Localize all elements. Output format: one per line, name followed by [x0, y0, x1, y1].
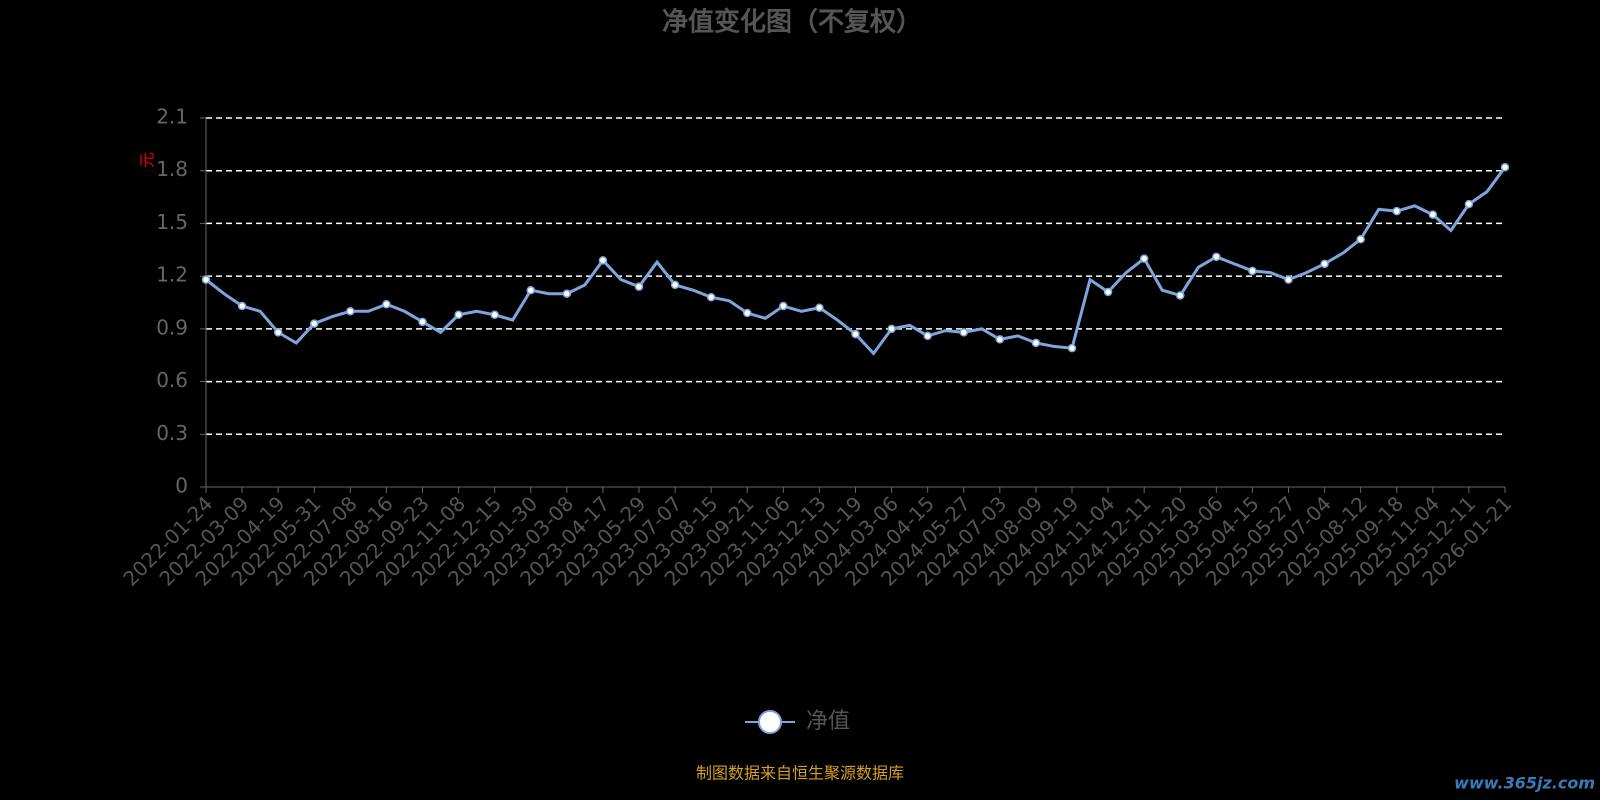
point-marker — [237, 301, 247, 311]
point-marker — [1356, 234, 1365, 244]
point-marker — [201, 275, 211, 284]
y-tick-label: 1.5 — [156, 210, 188, 234]
chart-title: 净值变化图（不复权） — [662, 7, 922, 38]
series-line — [205, 166, 1507, 356]
point-marker — [1428, 210, 1438, 219]
y-tick-label: 0.6 — [156, 368, 188, 392]
y-tick-label: 0 — [175, 474, 188, 498]
point-marker — [454, 310, 463, 320]
point-marker — [815, 303, 824, 313]
point-marker — [1320, 259, 1329, 269]
point-marker — [779, 301, 788, 311]
point-marker — [598, 256, 608, 265]
point-marker — [1248, 266, 1257, 276]
y-tick-label: 1.8 — [156, 157, 188, 181]
point-marker — [382, 300, 391, 309]
source-note: 制图数据来自恒生聚源数据库 — [696, 764, 904, 783]
legend-label: 净值 — [806, 709, 850, 734]
point-marker — [995, 335, 1005, 344]
point-marker — [310, 319, 319, 328]
point-marker — [1031, 338, 1041, 348]
point-marker — [1139, 254, 1149, 263]
point-marker — [634, 282, 644, 291]
point-marker — [1284, 275, 1293, 284]
point-marker — [670, 280, 680, 290]
point-marker — [418, 317, 427, 327]
point-marker — [1103, 287, 1113, 297]
point-marker — [490, 310, 499, 320]
y-tick-label: 0.3 — [156, 421, 188, 445]
point-marker — [959, 328, 968, 337]
y-tick-label: 1.2 — [156, 263, 188, 287]
watermark: www.365jz.com — [1454, 774, 1595, 793]
point-marker — [1392, 206, 1401, 216]
y-axis-label: 元 — [138, 152, 157, 168]
y-tick-label: 2.1 — [156, 105, 188, 129]
point-marker — [1176, 291, 1185, 300]
point-marker — [851, 329, 860, 339]
point-marker — [346, 307, 355, 316]
point-marker — [743, 308, 752, 318]
legend-marker — [758, 710, 782, 734]
y-tick-label: 0.9 — [156, 315, 188, 339]
point-marker — [1212, 252, 1221, 262]
point-marker — [923, 331, 932, 341]
point-marker — [526, 285, 535, 295]
point-marker — [887, 324, 896, 334]
point-marker — [1500, 162, 1510, 172]
point-marker — [273, 328, 283, 337]
point-marker — [1067, 343, 1077, 353]
point-marker — [1464, 199, 1474, 209]
point-marker — [562, 289, 572, 298]
point-marker — [706, 292, 716, 302]
